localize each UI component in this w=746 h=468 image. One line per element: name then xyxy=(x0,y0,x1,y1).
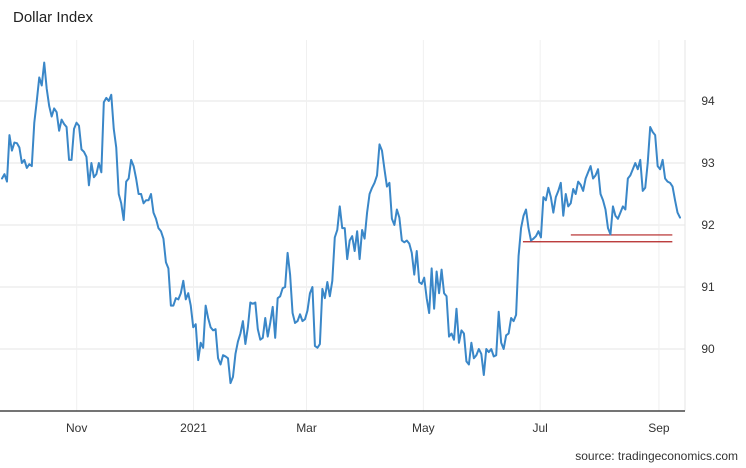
x-axis-ticks: Nov 2021 Mar May Jul Sep xyxy=(66,421,670,435)
y-tick-label: 94 xyxy=(701,94,715,108)
x-tick-label: Sep xyxy=(648,421,670,435)
chart-title: Dollar Index xyxy=(13,9,94,26)
x-tick-label: Mar xyxy=(296,421,317,435)
reference-lines xyxy=(522,234,673,243)
series-line xyxy=(1,61,681,385)
x-tick-label: 2021 xyxy=(180,421,207,435)
y-axis-ticks: 90 91 92 93 94 xyxy=(701,94,715,356)
x-tick-label: Jul xyxy=(533,421,548,435)
source-credit: source: tradingeconomics.com xyxy=(575,449,738,463)
x-tick-label: Nov xyxy=(66,421,87,435)
y-tick-label: 92 xyxy=(701,218,715,232)
grid-lines xyxy=(0,40,686,411)
y-tick-label: 90 xyxy=(701,342,715,356)
x-tick-label: May xyxy=(412,421,435,435)
y-tick-label: 93 xyxy=(701,156,715,170)
y-tick-label: 91 xyxy=(701,280,715,294)
